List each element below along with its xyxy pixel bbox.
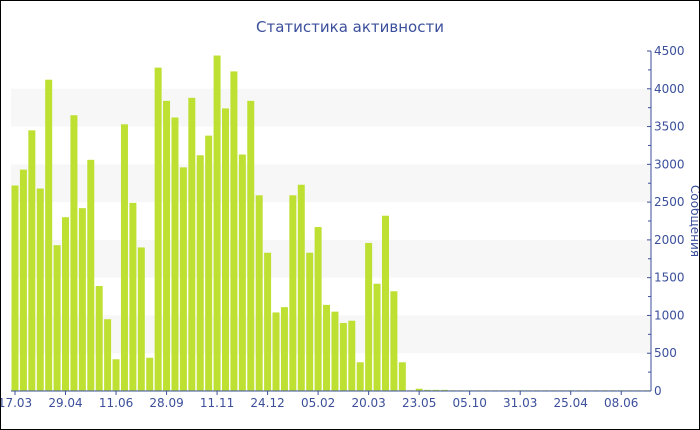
x-tick-label: 28.09 (149, 396, 183, 410)
bar (146, 357, 154, 391)
y-tick-label: 4000 (654, 82, 685, 96)
chart-title: Статистика активности (256, 18, 444, 36)
x-tick-label: 25.04 (554, 396, 588, 410)
grid-band (11, 164, 651, 203)
bar (297, 184, 305, 391)
bar (280, 307, 288, 391)
bar (129, 202, 137, 391)
bar (432, 389, 440, 391)
y-tick-label: 1500 (654, 271, 685, 285)
bar (331, 311, 339, 391)
bar (70, 115, 78, 391)
bar (264, 252, 272, 391)
x-tick-label: 17.03 (1, 396, 32, 410)
bar (171, 117, 179, 391)
bar (238, 154, 246, 391)
bar (356, 362, 364, 391)
bar (120, 124, 128, 392)
y-tick-label: 2000 (654, 233, 685, 247)
x-tick-label: 11.11 (200, 396, 234, 410)
bar (381, 215, 389, 391)
bar (306, 252, 314, 391)
grid-band (11, 239, 651, 278)
x-tick-label: 20.03 (351, 396, 385, 410)
bar (137, 247, 145, 391)
bar (205, 135, 213, 391)
bar (28, 130, 36, 392)
bar (424, 389, 432, 391)
bar (19, 169, 27, 391)
x-tick-label: 05.10 (453, 396, 487, 410)
bar (440, 389, 448, 391)
x-tick-label: 29.04 (48, 396, 82, 410)
x-tick-label: 24.12 (250, 396, 284, 410)
bar (45, 79, 53, 391)
bar (398, 362, 406, 391)
bar (112, 359, 120, 391)
bar (53, 245, 61, 391)
y-tick-label: 3500 (654, 120, 685, 134)
x-tick-label: 05.02 (301, 396, 335, 410)
bar (272, 312, 280, 391)
y-tick-label: 1000 (654, 308, 685, 322)
bar (78, 208, 86, 391)
bar (36, 188, 44, 391)
bar (213, 55, 221, 392)
bar (95, 285, 103, 391)
bar (415, 388, 423, 391)
bar (348, 320, 356, 391)
y-tick-label: 500 (654, 346, 677, 360)
x-tick-label: 11.06 (99, 396, 133, 410)
grid-band (11, 88, 651, 127)
y-tick-label: 3000 (654, 157, 685, 171)
bar (365, 242, 373, 391)
grid-band (11, 315, 651, 354)
bar (323, 304, 331, 391)
bar (196, 155, 204, 391)
bar (179, 167, 187, 391)
bar (289, 195, 297, 391)
x-tick-label: 31.03 (503, 396, 537, 410)
x-tick-label: 08.06 (604, 396, 638, 410)
bar (339, 323, 347, 391)
y-tick-label: 0 (654, 384, 662, 398)
bar (314, 227, 322, 391)
y-tick-label: 2500 (654, 195, 685, 209)
x-tick-label: 23.05 (402, 396, 436, 410)
bar (154, 67, 162, 391)
bar (188, 97, 196, 391)
bar (62, 217, 70, 391)
bar (104, 319, 112, 391)
bar (11, 185, 19, 391)
bar (247, 100, 255, 391)
bar (222, 108, 229, 391)
y-axis-label: Сообщения (688, 185, 700, 257)
bar (373, 283, 381, 391)
bar (230, 71, 238, 392)
y-tick-label: 4500 (654, 44, 685, 58)
bar (87, 159, 95, 391)
bar (255, 195, 263, 391)
bar (163, 100, 171, 391)
bar (390, 291, 398, 391)
